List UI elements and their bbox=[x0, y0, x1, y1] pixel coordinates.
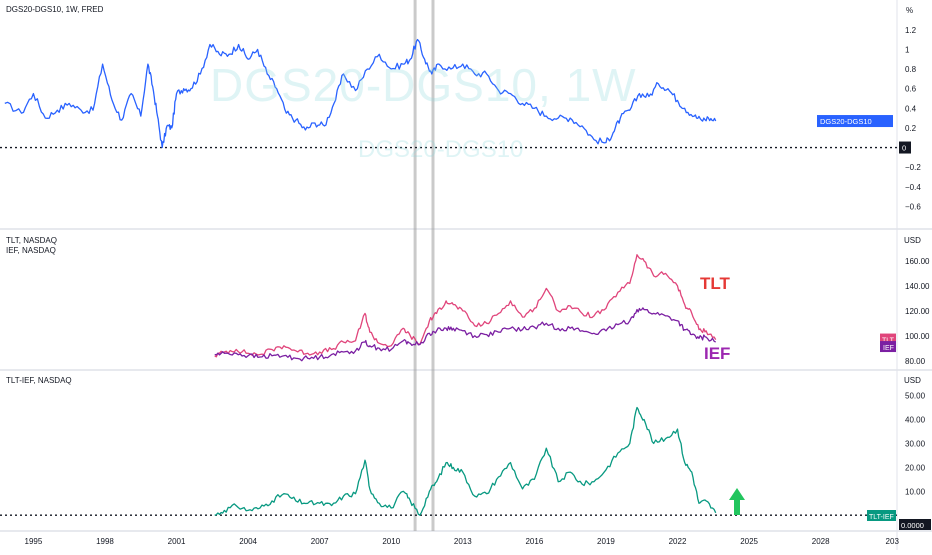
y-tick-label: 20.00 bbox=[905, 463, 926, 472]
tlt-badge bbox=[880, 333, 896, 345]
y-tick-label: 1 bbox=[905, 45, 910, 54]
panel1-title: DGS20-DGS10, 1W, FRED bbox=[6, 5, 104, 14]
y-tick-label: 0.4 bbox=[905, 104, 917, 113]
x-tick-label: 2001 bbox=[168, 537, 186, 546]
y-tick-label: 10.00 bbox=[905, 487, 926, 496]
y-tick-label: 1.2 bbox=[905, 26, 917, 35]
x-tick-label: 2007 bbox=[311, 537, 329, 546]
x-tick-label: 2013 bbox=[454, 537, 472, 546]
y-tick-label: 50.00 bbox=[905, 392, 926, 401]
x-tick-label: 2028 bbox=[812, 537, 830, 546]
ief-badge-label: IEF bbox=[883, 345, 894, 352]
x-tick-label: 1995 bbox=[25, 537, 43, 546]
y-tick-label: 100.00 bbox=[905, 332, 930, 341]
y-tick-label: 0.2 bbox=[905, 124, 917, 133]
tlt-annotation: TLT bbox=[700, 274, 730, 293]
y-tick-label: 0.6 bbox=[905, 85, 917, 94]
ief-badge bbox=[880, 341, 896, 353]
y-tick-label: 0.8 bbox=[905, 65, 917, 74]
x-tick-label: 2016 bbox=[525, 537, 543, 546]
y-tick-label: −0.4 bbox=[905, 183, 921, 192]
panel2-unit: USD bbox=[904, 236, 921, 245]
tlt-ief-badge-label: TLT-IEF bbox=[869, 514, 894, 521]
x-tick-label: 2025 bbox=[740, 537, 758, 546]
watermark-large: DGS20-DGS10, 1W bbox=[210, 59, 637, 111]
last-value-badge-label: DGS20-DGS10 bbox=[820, 117, 872, 126]
tlt-ief-badge bbox=[867, 510, 896, 521]
green-up-arrow bbox=[729, 488, 745, 515]
series-line-tlt bbox=[214, 254, 717, 358]
highlight-line bbox=[431, 0, 435, 531]
last-value-badge bbox=[817, 115, 893, 128]
y-tick-label: 40.00 bbox=[905, 416, 926, 425]
zero-value-badge-label: 0.0000 bbox=[901, 521, 924, 530]
y-tick-label: 160.00 bbox=[905, 257, 930, 266]
series-line-dgs20-dgs10 bbox=[4, 38, 717, 149]
x-tick-label: 2019 bbox=[597, 537, 615, 546]
y-tick-label: 30.00 bbox=[905, 439, 926, 448]
panel3-unit: USD bbox=[904, 376, 921, 385]
y-tick-label: 140.00 bbox=[905, 282, 930, 291]
highlight-line bbox=[413, 0, 417, 531]
zero-badge bbox=[899, 141, 911, 154]
x-tick-label: 2010 bbox=[382, 537, 400, 546]
panel3-title: TLT-IEF, NASDAQ bbox=[6, 376, 72, 385]
x-tick-label: 2022 bbox=[669, 537, 687, 546]
panel1-unit: % bbox=[906, 6, 914, 15]
series-line-tlt-ief bbox=[214, 406, 717, 516]
ief-annotation: IEF bbox=[704, 344, 731, 363]
zero-badge-label: 0 bbox=[902, 144, 906, 153]
x-tick-label: 203 bbox=[886, 537, 900, 546]
y-tick-label: −0.2 bbox=[905, 163, 921, 172]
series-line-ief bbox=[214, 307, 717, 362]
watermark-small: DGS20-DGS10 bbox=[358, 136, 524, 163]
x-tick-label: 2004 bbox=[239, 537, 257, 546]
x-tick-label: 1998 bbox=[96, 537, 114, 546]
zero-value-badge bbox=[899, 519, 931, 530]
panel2-subtitle: IEF, NASDAQ bbox=[6, 246, 56, 255]
y-tick-label: −0.6 bbox=[905, 202, 921, 211]
y-tick-label: 120.00 bbox=[905, 307, 930, 316]
panel2-title: TLT, NASDAQ bbox=[6, 236, 57, 245]
y-tick-label: 80.00 bbox=[905, 357, 926, 366]
